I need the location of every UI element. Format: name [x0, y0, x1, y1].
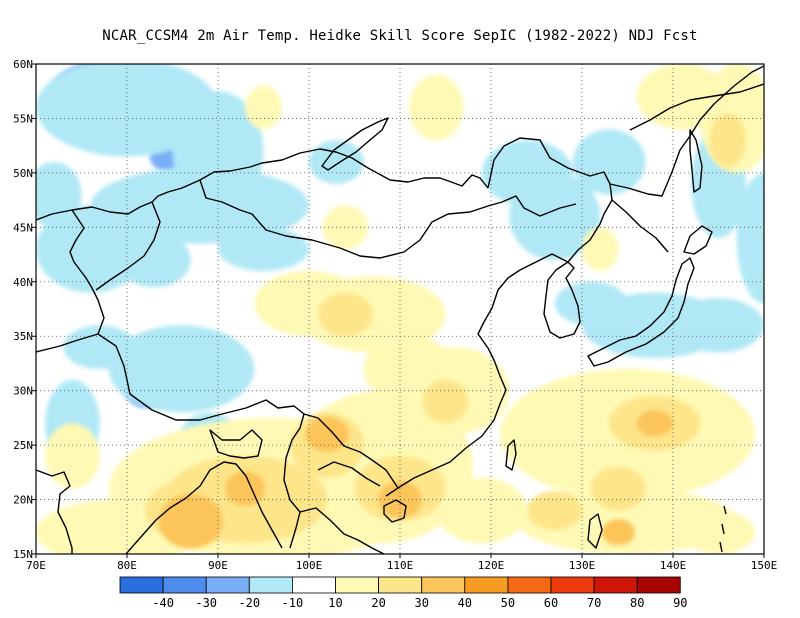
- colorbar-label: 70: [587, 596, 601, 610]
- field-patch: [318, 292, 373, 337]
- colorbar-swatch: [205, 576, 250, 594]
- colorbar-label: -20: [238, 596, 260, 610]
- colorbar-label: 90: [673, 596, 687, 610]
- field-patch: [554, 281, 628, 326]
- lat-tick-label: 30N: [13, 385, 33, 398]
- colorbar-label: 80: [630, 596, 644, 610]
- lon-tick-label: 130E: [569, 559, 596, 572]
- colorbar-swatch: [421, 576, 466, 594]
- lon-tick-label: 140E: [660, 559, 687, 572]
- lat-tick-label: 15N: [13, 548, 33, 561]
- lat-tick-label: 20N: [13, 494, 33, 507]
- lat-tick-label: 25N: [13, 439, 33, 452]
- field-patch: [63, 325, 137, 369]
- field-patch: [736, 172, 764, 304]
- colorbar-swatch: [507, 576, 552, 594]
- field-patch: [45, 423, 100, 489]
- field-patch: [90, 167, 309, 244]
- field-patch: [673, 298, 764, 353]
- lon-tick-label: 100E: [296, 559, 323, 572]
- lat-tick-label: 50N: [13, 167, 33, 180]
- field-patch: [158, 494, 223, 549]
- field-patch: [591, 466, 646, 511]
- colorbar-label: -30: [195, 596, 217, 610]
- field-patch: [36, 205, 146, 293]
- field-patch: [218, 227, 309, 271]
- field-patch: [322, 205, 369, 250]
- lon-tick-label: 70E: [26, 559, 46, 572]
- field-patch: [245, 85, 282, 130]
- colorbar-swatch: [464, 576, 509, 594]
- field-patch: [108, 325, 255, 413]
- field-patch: [436, 477, 528, 544]
- lon-tick-label: 120E: [478, 559, 505, 572]
- colorbar-label: -40: [152, 596, 174, 610]
- colorbar-label: 20: [371, 596, 385, 610]
- colorbar-swatch: [593, 576, 638, 594]
- field-patch: [682, 510, 755, 554]
- colorbar-swatch: [248, 576, 293, 594]
- lat-lon-grid: [36, 64, 764, 554]
- colorbar-swatch: [291, 576, 336, 594]
- field-patch: [225, 471, 266, 507]
- lat-tick-label: 55N: [13, 112, 33, 125]
- field-patch: [572, 129, 646, 195]
- lon-tick-label: 150E: [751, 559, 778, 572]
- field-patch: [117, 232, 191, 288]
- field-level-neg10: [36, 64, 764, 467]
- field-patch: [422, 379, 469, 424]
- colorbar-label: 50: [501, 596, 515, 610]
- lat-tick-label: 40N: [13, 276, 33, 289]
- colorbar-swatch: [119, 576, 164, 594]
- field-patch: [36, 162, 82, 228]
- field-patch: [527, 490, 582, 531]
- lon-tick-label: 90E: [208, 559, 228, 572]
- colorbar: -40 -30 -20 -10 10 20 30 40 50 60 70 80 90: [119, 576, 688, 610]
- colorbar-label: 40: [458, 596, 472, 610]
- colorbar-label: 30: [414, 596, 428, 610]
- lon-tick-label: 110E: [387, 559, 414, 572]
- field-patch: [481, 140, 573, 206]
- field-patch: [636, 410, 673, 437]
- map-axes: 70E 80E 90E 100E 110E 120E 130E 140E 150E 15N 20N 2…: [13, 58, 777, 572]
- skill-score-field: [36, 64, 764, 554]
- colorbar-label: 10: [328, 596, 342, 610]
- field-patch: [709, 113, 746, 168]
- field-patch: [36, 64, 218, 157]
- coastlines-and-borders: [36, 65, 764, 554]
- field-patch: [582, 227, 619, 271]
- lon-tick-label: 80E: [117, 559, 137, 572]
- field-patch: [602, 519, 635, 546]
- colorbar-label: -10: [282, 596, 304, 610]
- field-patch: [309, 140, 364, 184]
- colorbar-swatch: [378, 576, 423, 594]
- colorbar-swatch: [550, 576, 595, 594]
- colorbar-label: 60: [544, 596, 558, 610]
- colorbar-swatch: [636, 576, 681, 594]
- lat-tick-label: 60N: [13, 58, 33, 71]
- lat-tick-label: 35N: [13, 330, 33, 343]
- chart-title: NCAR_CCSM4 2m Air Temp. Heidke Skill Sco…: [102, 28, 698, 44]
- field-patch: [636, 64, 728, 130]
- field-patch: [409, 74, 464, 141]
- lat-tick-label: 45N: [13, 221, 33, 234]
- colorbar-swatch: [162, 576, 207, 594]
- colorbar-swatch: [335, 576, 379, 594]
- field-patch: [305, 416, 350, 452]
